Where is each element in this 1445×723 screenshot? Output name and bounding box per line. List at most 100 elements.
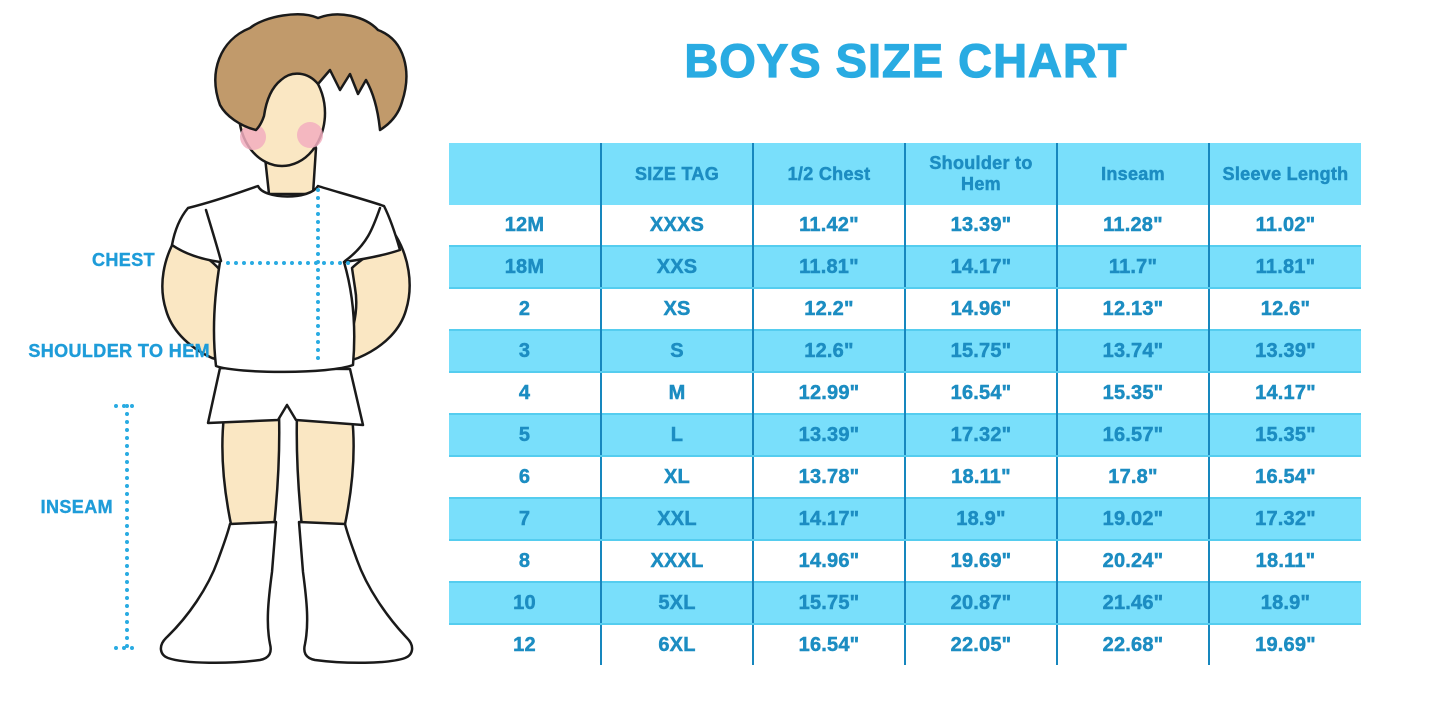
table-cell: 16.57" xyxy=(1056,413,1209,457)
page-title: BOYS SIZE CHART xyxy=(684,33,1128,87)
table-cell: 5XL xyxy=(600,581,753,625)
column-header xyxy=(449,143,601,205)
table-cell: XL xyxy=(600,456,753,498)
table-cell: 14.17" xyxy=(904,245,1057,289)
shorts-shape xyxy=(206,366,365,427)
table-cell: 12M xyxy=(504,213,545,236)
table-cell: 16.54" xyxy=(1208,456,1361,498)
table-header: SIZE TAG 1/2 Chest Shoulder to Hem Inseam Sl… xyxy=(449,143,1361,205)
table-cell: 12.13" xyxy=(1056,288,1209,330)
table-cell: 15.35" xyxy=(1208,413,1361,457)
table-row: 5 L 13.39" 17.32" 16.57" 15.35" xyxy=(449,413,1361,457)
left-sleeve-seam xyxy=(204,208,223,263)
column-header: Inseam xyxy=(1056,143,1209,205)
left-leg-shape xyxy=(221,412,281,531)
table-cell: 13.74" xyxy=(1056,329,1209,373)
left-sock-shape xyxy=(159,520,278,665)
boy-figure-svg xyxy=(114,13,414,665)
boy-figure-illustration xyxy=(60,10,440,670)
table-row: 6 XL 13.78" 18.11" 17.8" 16.54" xyxy=(449,456,1361,498)
table-cell: 2 xyxy=(518,297,531,320)
table-cell: 11.81" xyxy=(752,245,905,289)
table-cell: 6XL xyxy=(600,624,753,665)
table-row: 2 XS 12.2" 14.96" 12.13" 12.6" xyxy=(449,288,1361,330)
hair-shape xyxy=(214,13,408,132)
table-cell: 11.81" xyxy=(1208,245,1361,289)
table-cell: 19.69" xyxy=(1208,624,1361,665)
table-cell: 19.69" xyxy=(904,540,1057,582)
table-cell: S xyxy=(600,329,753,373)
table-cell: 12.6" xyxy=(752,329,905,373)
table-row: 3 S 12.6" 15.75" 13.74" 13.39" xyxy=(449,329,1361,373)
table-cell: 5 xyxy=(449,413,601,457)
tshirt-shape xyxy=(170,184,402,374)
table-cell: 20.24" xyxy=(1056,540,1209,582)
table-cell: 15.35" xyxy=(1056,372,1209,414)
table-cell: 13.39" xyxy=(904,205,1057,246)
table-cell: 17.8" xyxy=(1056,456,1209,498)
shoulder-to-hem-label: SHOULDER TO HEM xyxy=(28,341,210,361)
table-cell: 21.46" xyxy=(1056,581,1209,625)
table-cell: 16.54" xyxy=(904,372,1057,414)
table-body: 12M XXXS 11.42" 13.39" 11.28" 11.02" 18M XXS 11.… xyxy=(449,205,1361,665)
table-cell: 12.6" xyxy=(1208,288,1361,330)
table-cell: M xyxy=(600,372,753,414)
table-cell: 18.9" xyxy=(1208,581,1361,625)
chest-label: CHEST xyxy=(91,250,155,270)
table-cell: 17.32" xyxy=(904,413,1057,457)
table-header-row: SIZE TAG 1/2 Chest Shoulder to Hem Inseam Sl… xyxy=(449,143,1361,205)
table-cell: 4 xyxy=(518,381,531,404)
table-cell: 12 xyxy=(513,633,536,656)
table-row: 18M XXS 11.81" 14.17" 11.7" 11.81" xyxy=(449,245,1361,289)
table-cell: 22.68" xyxy=(1056,624,1209,665)
table-cell: L xyxy=(600,413,753,457)
table-cell: 18.11" xyxy=(904,456,1057,498)
table-cell: 14.96" xyxy=(904,288,1057,330)
table-cell: XXS xyxy=(600,245,753,289)
table-cell: 16.54" xyxy=(752,624,905,665)
column-header: 1/2 Chest xyxy=(752,143,905,205)
table-cell: 12.99" xyxy=(752,372,905,414)
table-cell: 6 xyxy=(518,465,531,488)
blush-right xyxy=(297,122,323,148)
table-cell: XXXL xyxy=(600,540,753,582)
column-header: SIZE TAG xyxy=(600,143,753,205)
table-cell: 8 xyxy=(518,549,531,572)
table-cell: 20.87" xyxy=(904,581,1057,625)
table-cell: 11.42" xyxy=(752,205,905,246)
table-cell: 11.7" xyxy=(1056,245,1209,289)
table-cell: 14.96" xyxy=(752,540,905,582)
table-cell: 18M xyxy=(449,245,601,289)
table-row: 7 XXL 14.17" 18.9" 19.02" 17.32" xyxy=(449,497,1361,541)
table-cell: 7 xyxy=(449,497,601,541)
right-sleeve-seam xyxy=(343,206,382,263)
right-sock-shape xyxy=(297,520,414,665)
table-cell: 3 xyxy=(449,329,601,373)
table-row: 4 M 12.99" 16.54" 15.35" 14.17" xyxy=(449,372,1361,414)
table-row: 12M XXXS 11.42" 13.39" 11.28" 11.02" xyxy=(449,205,1361,246)
table-row: 10 5XL 15.75" 20.87" 21.46" 18.9" xyxy=(449,581,1361,625)
table-cell: XS xyxy=(600,288,753,330)
blush-left xyxy=(240,124,266,150)
table-cell: 18.11" xyxy=(1208,540,1361,582)
table-cell: 15.75" xyxy=(752,581,905,625)
right-leg-shape xyxy=(295,412,355,531)
table-cell: XXL xyxy=(600,497,753,541)
inseam-label: INSEAM xyxy=(40,497,113,517)
table-row: 12 6XL 16.54" 22.05" 22.68" 19.69" xyxy=(449,624,1361,665)
table-cell: 10 xyxy=(449,581,601,625)
table-cell: 13.78" xyxy=(752,456,905,498)
column-header: Sleeve Length xyxy=(1208,143,1361,205)
table-row: 8 XXXL 14.96" 19.69" 20.24" 18.11" xyxy=(449,540,1361,582)
table-cell: 22.05" xyxy=(904,624,1057,665)
table-cell: 11.02" xyxy=(1208,205,1361,246)
table-cell: 15.75" xyxy=(904,329,1057,373)
table-cell: 13.39" xyxy=(1208,329,1361,373)
table-cell: 18.9" xyxy=(904,497,1057,541)
table-cell: 11.28" xyxy=(1056,205,1209,246)
table-cell: 14.17" xyxy=(1208,372,1361,414)
table-cell: 14.17" xyxy=(752,497,905,541)
table-cell: 12.2" xyxy=(752,288,905,330)
table-cell: 17.32" xyxy=(1208,497,1361,541)
